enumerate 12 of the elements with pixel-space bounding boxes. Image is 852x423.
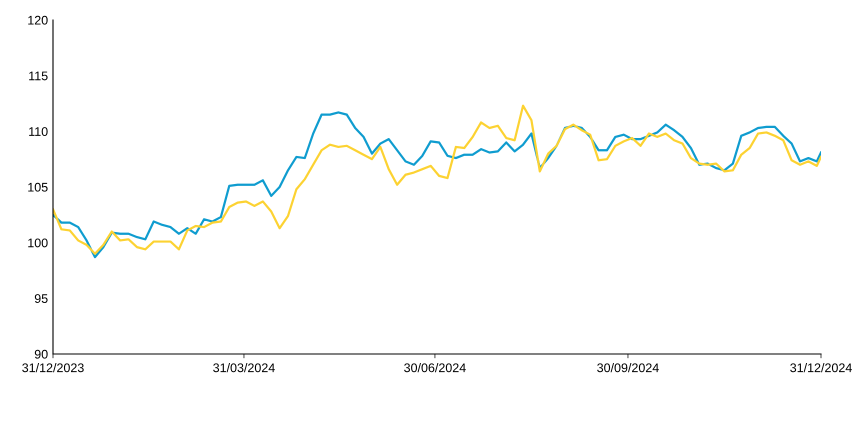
x-tick-label: 31/12/2024	[790, 363, 852, 372]
y-tick-label: 105	[28, 182, 48, 192]
y-tick-label: 110	[29, 127, 48, 136]
x-tick-label: 31/12/2023	[22, 363, 84, 372]
x-tick-label: 31/03/2024	[213, 363, 275, 372]
y-tick-label: 120	[28, 16, 48, 25]
y-tick-label: 90	[34, 350, 48, 359]
x-tick-label: 30/06/2024	[404, 363, 466, 372]
y-tick-label: 115	[29, 72, 48, 80]
y-tick-label: 100	[28, 238, 48, 248]
x-tick-label: 30/09/2024	[597, 363, 659, 372]
y-tick-label: 95	[34, 294, 48, 303]
